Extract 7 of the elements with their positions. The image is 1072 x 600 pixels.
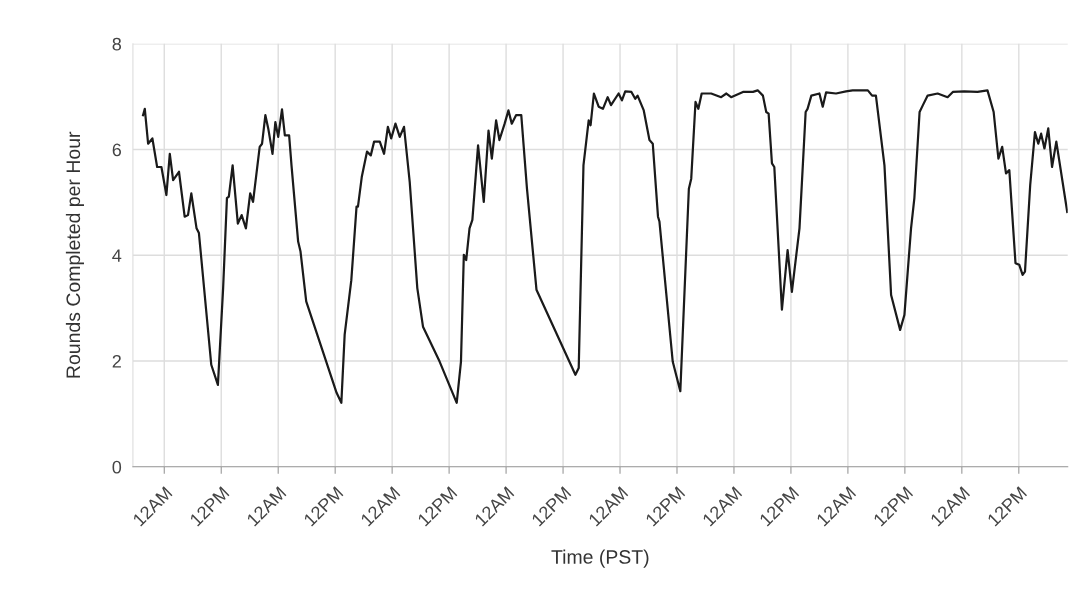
- y-tick-label: 6: [112, 143, 122, 157]
- x-axis-title: Time (PST): [551, 549, 649, 568]
- y-tick-label: 2: [112, 354, 121, 368]
- y-tick-label: 0: [112, 460, 122, 474]
- y-axis-title: Rounds Completed per Hour: [65, 131, 84, 378]
- y-tick-label: 8: [112, 37, 122, 51]
- y-tick-label: 4: [112, 249, 122, 262]
